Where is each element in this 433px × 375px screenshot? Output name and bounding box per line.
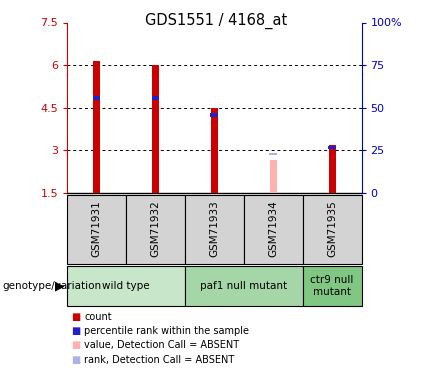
Text: value, Detection Call = ABSENT: value, Detection Call = ABSENT bbox=[84, 340, 239, 350]
Bar bbox=[67, 266, 185, 306]
Bar bbox=[329, 145, 336, 193]
Text: GSM71933: GSM71933 bbox=[209, 201, 220, 257]
Text: GSM71934: GSM71934 bbox=[268, 201, 278, 257]
Bar bbox=[303, 266, 362, 306]
Text: ■: ■ bbox=[71, 326, 81, 336]
Text: GSM71935: GSM71935 bbox=[327, 201, 337, 257]
Bar bbox=[328, 146, 336, 149]
Bar bbox=[269, 153, 277, 155]
Bar bbox=[67, 195, 126, 264]
Bar bbox=[211, 108, 218, 193]
Bar bbox=[93, 96, 100, 100]
Bar bbox=[152, 96, 159, 100]
Text: ▶: ▶ bbox=[55, 279, 65, 292]
Bar bbox=[303, 195, 362, 264]
Text: ■: ■ bbox=[71, 340, 81, 350]
Text: GDS1551 / 4168_at: GDS1551 / 4168_at bbox=[145, 13, 288, 29]
Text: genotype/variation: genotype/variation bbox=[2, 281, 101, 291]
Bar bbox=[152, 65, 159, 193]
Text: GSM71932: GSM71932 bbox=[150, 201, 161, 257]
Bar bbox=[244, 195, 303, 264]
Text: rank, Detection Call = ABSENT: rank, Detection Call = ABSENT bbox=[84, 355, 235, 364]
Text: GSM71931: GSM71931 bbox=[91, 201, 102, 257]
Text: ■: ■ bbox=[71, 355, 81, 364]
Text: wild type: wild type bbox=[102, 281, 150, 291]
Text: count: count bbox=[84, 312, 112, 322]
Bar bbox=[93, 61, 100, 193]
Bar bbox=[210, 113, 218, 117]
Bar bbox=[185, 195, 244, 264]
Text: ctr9 null
mutant: ctr9 null mutant bbox=[310, 275, 354, 297]
Bar bbox=[126, 195, 185, 264]
Text: paf1 null mutant: paf1 null mutant bbox=[200, 281, 288, 291]
Bar bbox=[270, 160, 277, 193]
Text: ■: ■ bbox=[71, 312, 81, 322]
Bar bbox=[185, 266, 303, 306]
Text: percentile rank within the sample: percentile rank within the sample bbox=[84, 326, 249, 336]
